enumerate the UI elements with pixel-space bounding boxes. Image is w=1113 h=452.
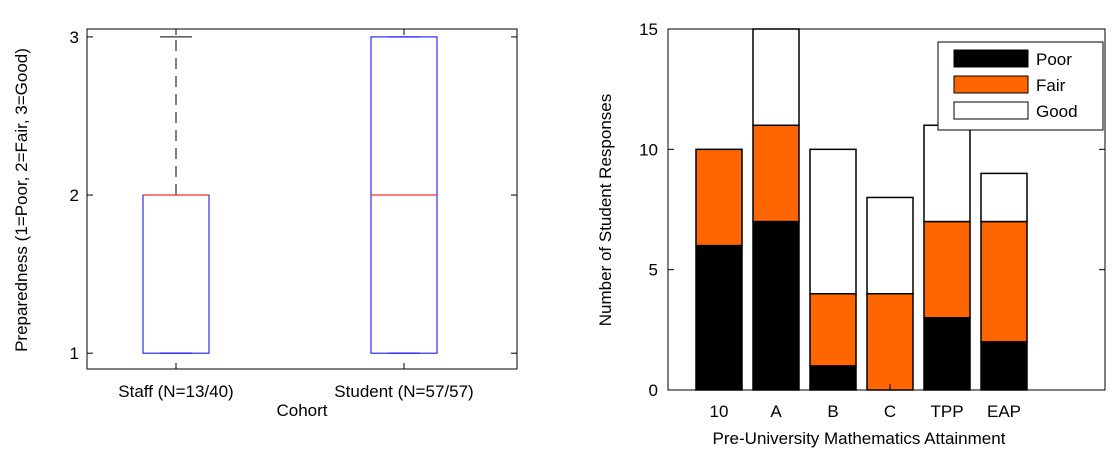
bar-segment-fair (980, 220, 1028, 343)
bar-segment-good (980, 172, 1028, 223)
bar-segment-fair (923, 220, 971, 319)
bar-segment-good (923, 124, 971, 223)
boxplot-y-axis-label: Preparedness (1=Poor, 2=Fair, 3=Good) (12, 48, 31, 352)
boxplot-box (142, 194, 210, 354)
bar-chart-y-ticks: 0 5 10 15 (639, 20, 1105, 400)
bar-segment-poor (695, 244, 743, 391)
bar-chart-x-ticks: 10 A B C TPP EAP (710, 384, 1021, 421)
bar-chart-bars (695, 28, 1028, 391)
boxplot-y-tick-label: 2 (70, 186, 79, 205)
bar-segment-fair (695, 148, 743, 247)
boxplot-y-ticks: 1 2 3 (70, 28, 517, 363)
bar-chart-y-tick-label: 10 (639, 140, 658, 159)
bar-chart-x-tick-label: B (827, 402, 838, 421)
bar-segment-fair (752, 124, 800, 223)
bar-segment-fair (866, 292, 914, 391)
boxplot-x-axis-label: Cohort (276, 401, 327, 420)
boxplot-boxes (142, 36, 438, 354)
bar-chart-y-tick-label: 5 (649, 261, 658, 280)
bar-chart-x-tick-label: TPP (930, 402, 963, 421)
boxplot-y-tick-label: 3 (70, 28, 79, 47)
bar-chart-x-tick-label: C (884, 402, 896, 421)
boxplot-x-ticks: Staff (N=13/40) Student (N=57/57) (118, 29, 474, 401)
legend-swatch-good (953, 101, 1029, 120)
bar-segment-fair (809, 292, 857, 367)
legend-swatch-poor (953, 49, 1029, 68)
bar-segment-poor (752, 220, 800, 391)
bar-segment-good (866, 196, 914, 295)
bar-segment-poor (923, 317, 971, 391)
bar-segment-good (752, 28, 800, 127)
bar-segment-poor (980, 341, 1028, 391)
bar-chart-axes-frame (667, 28, 1106, 391)
boxplot-axes-frame (86, 28, 518, 370)
legend-label-good: Good (1036, 102, 1078, 121)
bar-chart-x-axis-label: Pre-University Mathematics Attainment (713, 429, 1006, 448)
bar-chart-y-axis-label: Number of Student Responses (596, 94, 615, 326)
bar-chart-legend: Poor Fair Good (937, 41, 1104, 131)
legend-swatch-fair (953, 75, 1029, 94)
bar-chart-panel: 0 5 10 15 10 A B C TPP EAP Pre-University Mathem… (596, 20, 1106, 448)
bar-chart-y-tick-label: 15 (639, 20, 658, 39)
bar-chart-x-tick-label: 10 (710, 402, 729, 421)
boxplot-x-tick-label: Student (N=57/57) (334, 382, 473, 401)
legend-label-fair: Fair (1036, 76, 1066, 95)
boxplot-y-tick-label: 1 (70, 344, 79, 363)
bar-chart-x-tick-label: EAP (987, 402, 1021, 421)
bar-chart-y-tick-label: 0 (649, 381, 658, 400)
boxplot-panel: 1 2 3 Staff (N=13/40) Student (N=57/57) Coh… (12, 28, 518, 420)
bar-chart-x-tick-label: A (770, 402, 782, 421)
legend-label-poor: Poor (1036, 50, 1072, 69)
bar-segment-good (809, 148, 857, 295)
boxplot-x-tick-label: Staff (N=13/40) (118, 382, 233, 401)
